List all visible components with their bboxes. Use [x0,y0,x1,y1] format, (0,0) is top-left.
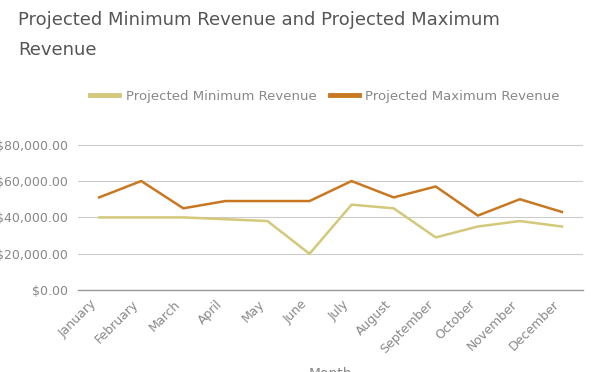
Legend: Projected Minimum Revenue, Projected Maximum Revenue: Projected Minimum Revenue, Projected Max… [85,85,565,108]
Text: Projected Minimum Revenue and Projected Maximum: Projected Minimum Revenue and Projected … [18,11,500,29]
Projected Maximum Revenue [390,195,397,200]
Projected Minimum Revenue [474,224,481,229]
Projected Minimum Revenue [222,217,229,221]
Projected Minimum Revenue [558,224,566,229]
Projected Maximum Revenue [180,206,187,211]
Projected Maximum Revenue [516,197,523,202]
Projected Minimum Revenue [432,235,439,240]
Projected Minimum Revenue [264,219,271,223]
Projected Maximum Revenue [222,199,229,203]
Projected Maximum Revenue [348,179,355,183]
Projected Maximum Revenue [558,210,566,214]
Projected Maximum Revenue [306,199,313,203]
Line: Projected Minimum Revenue: Projected Minimum Revenue [99,205,562,254]
Projected Minimum Revenue [390,206,397,211]
Projected Maximum Revenue [474,214,481,218]
Projected Minimum Revenue [348,202,355,207]
Projected Minimum Revenue [96,215,103,219]
Projected Maximum Revenue [138,179,145,183]
Projected Minimum Revenue [138,215,145,219]
Text: Revenue: Revenue [18,41,97,59]
X-axis label: Month: Month [309,367,352,372]
Projected Maximum Revenue [96,195,103,200]
Projected Maximum Revenue [432,184,439,189]
Line: Projected Maximum Revenue: Projected Maximum Revenue [99,181,562,216]
Projected Minimum Revenue [306,251,313,256]
Projected Maximum Revenue [264,199,271,203]
Projected Minimum Revenue [180,215,187,219]
Projected Minimum Revenue [516,219,523,223]
